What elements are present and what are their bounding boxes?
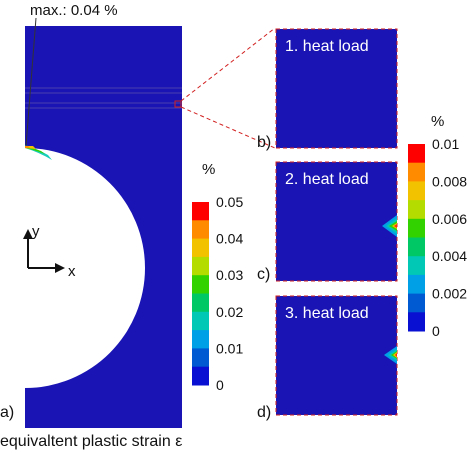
panel-b-title: 1. heat load xyxy=(285,38,369,55)
panel-d-hotspot xyxy=(384,346,397,364)
colorbar-segment xyxy=(192,275,209,294)
colorbar-segment xyxy=(192,366,209,386)
colorbar-tick-label: 0 xyxy=(216,377,224,393)
colorbar-segment xyxy=(408,181,425,201)
panel-c-hotspot xyxy=(382,215,397,237)
colorbar-tick-label: 0.002 xyxy=(432,286,467,302)
panel-b-tag: b) xyxy=(257,134,271,151)
panel-c-title: 2. heat load xyxy=(285,171,369,188)
panel-c-tag: c) xyxy=(257,266,270,283)
colorbar-segment xyxy=(192,256,209,276)
panel-b-field xyxy=(275,28,398,149)
panel-c-field xyxy=(275,161,398,282)
colorbar-segment xyxy=(408,237,425,257)
colorbar-tick-label: 0.05 xyxy=(216,194,243,210)
colorbar-main-unit: % xyxy=(202,161,215,178)
x-axis-label: x xyxy=(68,263,76,280)
colorbar-segment xyxy=(408,256,425,276)
colorbar-segment xyxy=(408,200,425,220)
panel-c: 2. heat load c) xyxy=(257,161,398,283)
colorbar-segment xyxy=(408,293,425,313)
panel-d-tag: d) xyxy=(257,404,271,421)
colorbar-segment xyxy=(192,202,209,221)
colorbar-tick-label: 0.04 xyxy=(216,231,243,247)
y-axis-label: y xyxy=(32,223,40,240)
colorbar-tick-label: 0.006 xyxy=(432,211,467,227)
panel-d: 3. heat load d) xyxy=(257,295,398,421)
colorbar-main-ticks: 0.05 0.04 0.03 0.02 0.01 0 xyxy=(216,194,243,393)
colorbar-main-segments xyxy=(192,202,209,386)
colorbar-zoom-unit: % xyxy=(431,113,444,130)
max-leader-line xyxy=(25,17,37,147)
plate-with-hole xyxy=(25,26,182,428)
colorbar-tick-label: 0 xyxy=(432,323,440,339)
colorbar-zoom-segments xyxy=(408,144,425,332)
colorbar-segment xyxy=(408,144,425,164)
panel-b: 1. heat load b) xyxy=(257,28,398,151)
panel-d-title: 3. heat load xyxy=(285,305,369,322)
zoom-connector-line xyxy=(180,106,276,149)
notch-hotspot xyxy=(25,145,52,160)
zoom-connector-line xyxy=(180,27,276,102)
colorbar-zoom: % 0.01 0.008 0.006 0.004 0.002 0 xyxy=(408,113,467,339)
colorbar-segment xyxy=(192,293,209,313)
colorbar-tick-label: 0.008 xyxy=(432,173,467,189)
colorbar-segment xyxy=(408,162,425,182)
colorbar-segment xyxy=(192,348,209,368)
colorbar-tick-label: 0.03 xyxy=(216,267,243,283)
colorbar-segment xyxy=(192,238,209,258)
colorbar-segment xyxy=(408,312,425,332)
x-arrow-head-icon xyxy=(55,263,65,273)
panel-a-tag: a) xyxy=(0,404,14,421)
panel-a: max.: 0.04 % y x a) xyxy=(0,2,182,428)
colorbar-segment xyxy=(192,220,209,240)
colorbar-tick-label: 0.01 xyxy=(432,136,459,152)
figure-caption: equivaltent plastic strain ε xyxy=(0,433,182,450)
colorbar-zoom-ticks: 0.01 0.008 0.006 0.004 0.002 0 xyxy=(432,136,467,339)
colorbar-segment xyxy=(408,274,425,295)
colorbar-main: % 0.05 0.04 0.03 0.02 0.01 0 xyxy=(192,161,243,393)
colorbar-tick-label: 0.02 xyxy=(216,304,243,320)
colorbar-segment xyxy=(192,330,209,349)
y-arrow-head-icon xyxy=(23,229,33,239)
coordinate-axes: y x xyxy=(23,223,76,280)
colorbar-segment xyxy=(192,311,209,331)
colorbar-segment xyxy=(408,218,425,238)
max-label: max.: 0.04 % xyxy=(30,2,118,19)
colorbar-tick-label: 0.004 xyxy=(432,248,467,264)
panel-d-field xyxy=(275,295,398,416)
detail-box xyxy=(174,100,182,108)
colorbar-tick-label: 0.01 xyxy=(216,340,243,356)
